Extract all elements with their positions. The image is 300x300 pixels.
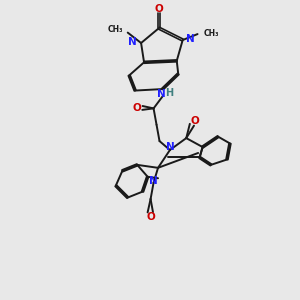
Text: H: H xyxy=(165,88,173,98)
Text: CH₃: CH₃ xyxy=(108,25,123,34)
Text: O: O xyxy=(146,212,155,223)
Text: N: N xyxy=(128,37,136,46)
Text: O: O xyxy=(133,103,141,113)
Text: N: N xyxy=(186,34,194,44)
Text: O: O xyxy=(190,116,199,126)
Text: N: N xyxy=(149,176,158,186)
Text: N: N xyxy=(157,88,165,98)
Text: N: N xyxy=(166,142,174,152)
Text: O: O xyxy=(154,4,163,14)
Text: CH₃: CH₃ xyxy=(204,29,220,38)
